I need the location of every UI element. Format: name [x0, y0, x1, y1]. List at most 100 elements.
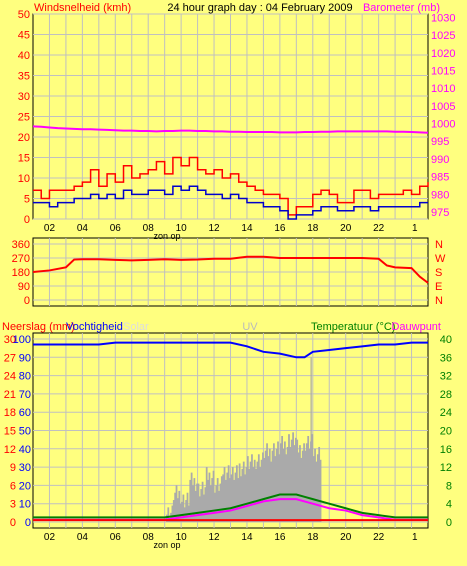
- x-tick-label: 18: [307, 223, 319, 234]
- chart-title: 24 hour graph day : 04 February 2009: [167, 2, 352, 14]
- solar-bar: [182, 494, 185, 522]
- wind-axis-tick-label: 20: [18, 132, 30, 144]
- solar-bar: [264, 450, 267, 522]
- barometer-axis-tick-label: 1010: [431, 83, 455, 95]
- solar-bar: [167, 507, 170, 522]
- solar-bar: [203, 494, 205, 522]
- x-tick-label: 18: [307, 532, 319, 543]
- solar-bar: [314, 448, 316, 522]
- solar-bar: [207, 479, 209, 522]
- humidity-axis-tick-label: 20: [19, 480, 31, 492]
- rain-axis-tick-label: 12: [4, 444, 16, 456]
- solar-bar: [278, 454, 281, 522]
- solar-bar: [178, 490, 181, 522]
- solar-legend-label: Solar: [123, 321, 149, 333]
- solar-bar: [253, 459, 256, 522]
- solar-bar: [240, 476, 242, 522]
- solar-bar: [231, 467, 234, 522]
- x-tick-label: 1: [412, 223, 418, 234]
- x-tick-label: 04: [77, 532, 89, 543]
- direction-axis-tick-label: 270: [12, 253, 30, 265]
- solar-bar: [214, 492, 216, 522]
- solar-bar: [260, 459, 263, 522]
- x-tick-label: 20: [340, 532, 352, 543]
- temperature-axis-tick-label: 20: [440, 426, 452, 438]
- solar-bar: [248, 468, 251, 522]
- x-tick-label: 08: [143, 223, 155, 234]
- direction-axis-tick-label: 90: [18, 281, 30, 293]
- rain-axis-tick-label: 0: [10, 517, 16, 529]
- compass-tick-label: N: [435, 295, 443, 307]
- wind-speed-line: [33, 156, 429, 216]
- barometer-axis-title: Barometer (mb): [363, 2, 440, 14]
- solar-bar: [289, 446, 292, 522]
- compass-tick-label: W: [435, 253, 446, 265]
- solar-bar: [237, 478, 240, 522]
- x-tick-label: 02: [44, 223, 56, 234]
- solar-bar: [256, 461, 259, 522]
- humidity-axis-title: Vochtigheid: [66, 321, 123, 333]
- humidity-axis-tick-label: 10: [19, 499, 31, 511]
- solar-bar: [255, 468, 257, 522]
- solar-bar: [200, 489, 203, 522]
- humidity-axis-tick-label: 0: [25, 517, 31, 529]
- temperature-line: [33, 493, 428, 519]
- x-tick-label: 12: [208, 532, 220, 543]
- x-tick-label: 10: [176, 532, 188, 543]
- solar-bar: [281, 435, 284, 522]
- solar-bar: [263, 457, 266, 522]
- direction-axis-tick-label: 0: [24, 295, 30, 307]
- solar-bar: [271, 450, 274, 522]
- barometer-axis-tick-label: 975: [431, 207, 449, 219]
- solar-bar: [273, 443, 275, 522]
- solar-bar: [318, 446, 321, 522]
- solar-bar: [197, 483, 200, 522]
- solar-bar: [315, 461, 318, 522]
- barometer-axis-tick-label: 1025: [431, 30, 455, 42]
- rain-axis-tick-label: 21: [4, 389, 16, 401]
- humidity-axis-tick-label: 90: [19, 352, 31, 364]
- solar-bar: [275, 448, 278, 522]
- temperature-axis-tick-label: 8: [446, 480, 452, 492]
- rain-axis-tick-label: 15: [4, 426, 16, 438]
- barometer-axis-tick-label: 985: [431, 172, 449, 184]
- solar-bar: [311, 434, 314, 522]
- solar-bar: [226, 472, 229, 522]
- wind-axis-tick-label: 45: [18, 30, 30, 42]
- solar-bar: [257, 454, 260, 522]
- x-tick-label: 20: [340, 223, 352, 234]
- solar-bar: [262, 452, 264, 522]
- solar-bar: [267, 456, 270, 522]
- solar-bar: [316, 454, 319, 522]
- solar-bar: [307, 435, 310, 522]
- solar-bar: [304, 450, 307, 522]
- solar-bar: [175, 485, 178, 522]
- humidity-axis-tick-label: 80: [19, 371, 31, 383]
- solar-bar: [181, 501, 183, 522]
- solar-bar: [196, 483, 198, 522]
- rain-axis-tick-label: 9: [10, 462, 16, 474]
- solar-bar: [198, 496, 201, 522]
- solar-bar: [292, 432, 294, 522]
- temperature-axis-title: Temperatuur (°C): [311, 321, 395, 333]
- humidity-axis-tick-label: 70: [19, 389, 31, 401]
- barometer-axis-tick-label: 1015: [431, 66, 455, 78]
- uv-legend-label: UV: [242, 321, 258, 333]
- x-tick-label: 22: [373, 223, 385, 234]
- solar-bar: [296, 439, 299, 522]
- solar-bar: [245, 467, 248, 522]
- humidity-axis-tick-label: 40: [19, 444, 31, 456]
- solar-bar: [193, 478, 196, 522]
- x-tick-label: 10: [176, 223, 188, 234]
- solar-bar: [220, 476, 223, 522]
- solar-bar: [299, 445, 301, 522]
- solar-bar: [277, 441, 279, 522]
- solar-bar: [252, 467, 255, 522]
- solar-bar: [227, 465, 230, 522]
- solar-bar: [171, 505, 174, 522]
- x-tick-label: 04: [77, 223, 89, 234]
- solar-bar: [189, 479, 192, 522]
- series-layer: [32, 125, 429, 522]
